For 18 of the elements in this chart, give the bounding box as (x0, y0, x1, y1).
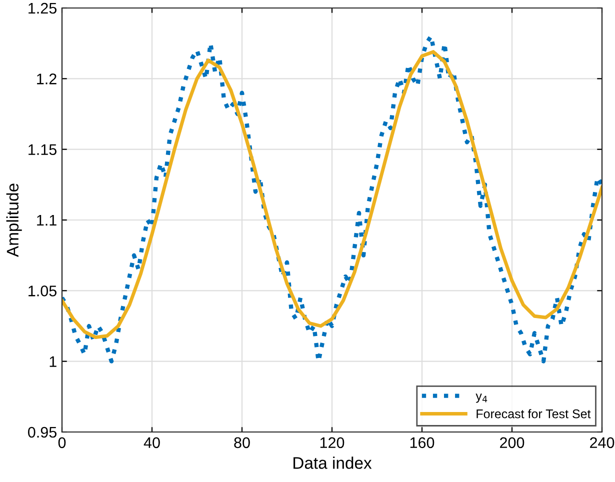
x-tick-label: 160 (410, 437, 434, 448)
y-tick-label: 1.2 (37, 74, 56, 84)
y-tick-label: 1.25 (28, 2, 56, 14)
y-tick-label: 1.05 (28, 286, 56, 296)
y-tick-label: 1 (50, 356, 56, 367)
legend-label: Forecast for Test Set (476, 409, 591, 418)
x-tick-label: 80 (234, 437, 250, 448)
y-tick-label: 1.15 (28, 144, 56, 156)
y-tick-label: 1.1 (37, 215, 56, 226)
x-tick-label: 120 (320, 437, 344, 448)
x-axis-title: Data index (294, 456, 372, 469)
x-tick-label: 240 (590, 437, 614, 448)
legend-label: y$_{4}$ (476, 394, 488, 403)
y-tick-label: 0.95 (28, 426, 56, 438)
x-tick-label: 0 (58, 437, 66, 448)
y-axis-title: Amplitude (6, 184, 22, 258)
x-tick-label: 40 (144, 437, 160, 448)
x-tick-label: 200 (500, 437, 524, 448)
